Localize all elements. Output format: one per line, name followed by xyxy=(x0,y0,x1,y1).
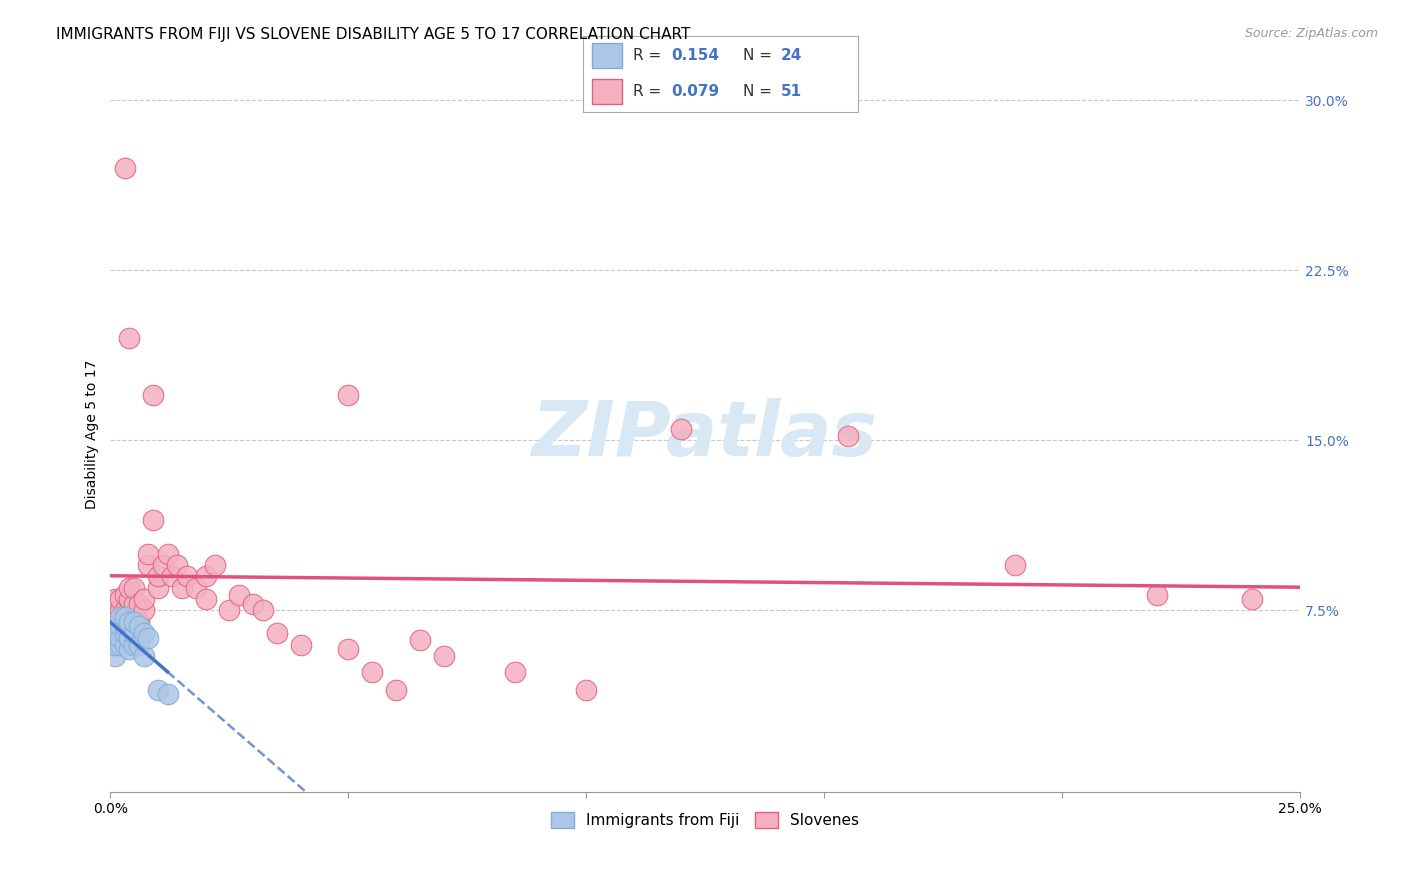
Point xyxy=(176,569,198,583)
Point xyxy=(142,513,165,527)
FancyBboxPatch shape xyxy=(592,78,621,104)
Point xyxy=(114,603,136,617)
Point xyxy=(104,603,127,617)
Point xyxy=(128,638,150,652)
Point xyxy=(114,588,136,602)
Y-axis label: Disability Age 5 to 17: Disability Age 5 to 17 xyxy=(86,360,100,509)
Point xyxy=(114,619,136,633)
Text: 24: 24 xyxy=(780,48,803,63)
Point xyxy=(128,615,150,629)
Point xyxy=(170,581,193,595)
Point xyxy=(142,388,165,402)
Point xyxy=(575,682,598,697)
Point xyxy=(114,619,136,633)
Point xyxy=(194,569,217,583)
Point xyxy=(122,638,145,652)
Point xyxy=(118,581,141,595)
Point xyxy=(162,569,184,583)
Point xyxy=(104,626,127,640)
Point xyxy=(118,331,141,345)
Point xyxy=(146,682,169,697)
Point xyxy=(122,597,145,611)
Point xyxy=(409,632,432,647)
Point xyxy=(252,603,274,617)
Text: ZIPatlas: ZIPatlas xyxy=(533,398,879,472)
Text: R =: R = xyxy=(633,84,666,98)
Point xyxy=(361,665,384,679)
Point xyxy=(138,558,160,573)
FancyBboxPatch shape xyxy=(592,44,621,69)
Point xyxy=(146,581,169,595)
Point xyxy=(114,638,136,652)
Point xyxy=(108,592,131,607)
Point xyxy=(156,688,179,702)
Text: IMMIGRANTS FROM FIJI VS SLOVENE DISABILITY AGE 5 TO 17 CORRELATION CHART: IMMIGRANTS FROM FIJI VS SLOVENE DISABILI… xyxy=(56,27,690,42)
Point xyxy=(114,626,136,640)
Point xyxy=(132,592,155,607)
Point xyxy=(503,665,526,679)
Point xyxy=(138,547,160,561)
Text: R =: R = xyxy=(633,48,666,63)
Text: N =: N = xyxy=(742,48,776,63)
Point xyxy=(204,558,226,573)
Point xyxy=(108,638,131,652)
Point xyxy=(146,569,169,583)
Text: 0.079: 0.079 xyxy=(671,84,720,98)
Point xyxy=(122,610,145,624)
Point xyxy=(132,626,155,640)
Point xyxy=(194,592,217,607)
Point xyxy=(108,603,131,617)
Point xyxy=(132,603,155,617)
Point xyxy=(108,619,131,633)
Point xyxy=(290,638,312,652)
Point xyxy=(337,388,360,402)
Point xyxy=(104,648,127,663)
Point xyxy=(118,603,141,617)
Legend: Immigrants from Fiji, Slovenes: Immigrants from Fiji, Slovenes xyxy=(546,806,865,834)
Point xyxy=(337,642,360,657)
Point xyxy=(266,626,288,640)
Point xyxy=(128,597,150,611)
Point xyxy=(118,592,141,607)
Point xyxy=(108,631,131,645)
Point xyxy=(122,581,145,595)
Text: 0.154: 0.154 xyxy=(671,48,720,63)
Point xyxy=(104,592,127,607)
Point xyxy=(228,588,250,602)
Point xyxy=(218,603,240,617)
Point xyxy=(138,631,160,645)
Point xyxy=(118,631,141,645)
Point xyxy=(242,597,264,611)
Text: Source: ZipAtlas.com: Source: ZipAtlas.com xyxy=(1244,27,1378,40)
Point xyxy=(837,429,859,443)
Point xyxy=(128,619,150,633)
Point xyxy=(122,615,145,629)
Point xyxy=(385,682,408,697)
Point xyxy=(108,615,131,629)
Point xyxy=(1241,592,1264,607)
Point xyxy=(156,547,179,561)
Point xyxy=(671,422,693,436)
Point xyxy=(1004,558,1026,573)
Point xyxy=(104,638,127,652)
Point xyxy=(1146,588,1168,602)
Point xyxy=(152,558,174,573)
Point xyxy=(432,648,454,663)
Text: 51: 51 xyxy=(780,84,801,98)
Text: N =: N = xyxy=(742,84,776,98)
Point xyxy=(114,161,136,176)
Point xyxy=(118,642,141,657)
Point xyxy=(166,558,188,573)
Point xyxy=(118,615,141,629)
Point xyxy=(132,648,155,663)
Point xyxy=(122,626,145,640)
Point xyxy=(108,610,131,624)
Point xyxy=(114,610,136,624)
Point xyxy=(184,581,207,595)
